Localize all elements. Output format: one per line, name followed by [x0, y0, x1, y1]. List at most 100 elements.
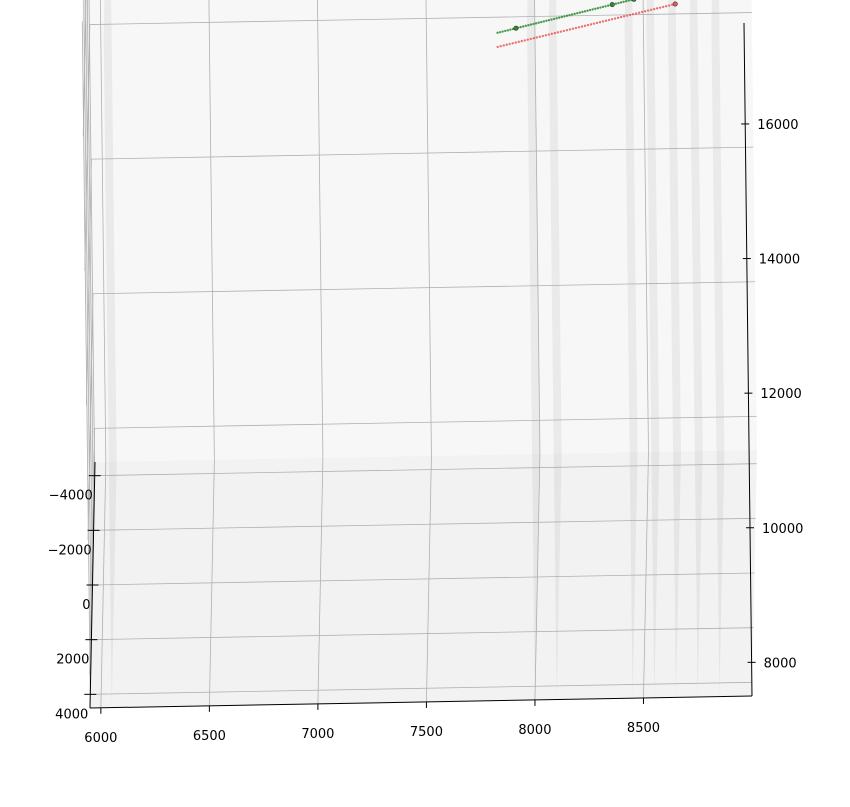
- series-0-point: [498, 30, 502, 34]
- x-tick-label: 8000: [518, 723, 551, 738]
- series-1-point: [661, 5, 665, 9]
- series-0-point: [624, 0, 628, 3]
- series-0-point: [545, 19, 548, 23]
- series-1-point: [613, 17, 617, 20]
- tick-labels: 6000 6500 7000 7500 8000 8500 −4000 −2000 0 2000 4…: [48, 118, 804, 746]
- series-1-point: [595, 21, 599, 25]
- grid-line-z-back: [89, 12, 752, 25]
- series-0-point: [586, 9, 589, 12]
- series-0-point: [594, 7, 597, 10]
- series-1-point: [514, 41, 517, 44]
- series-0-point: [532, 22, 535, 26]
- series-1-highlight-point: [672, 1, 678, 7]
- series-1-point: [517, 40, 520, 44]
- series-0-point: [573, 12, 576, 16]
- x-tick-label: 6000: [84, 731, 117, 746]
- grid-line-y-floor: [92, 572, 755, 586]
- y-tick-label: 0: [82, 598, 90, 613]
- series-0-point: [565, 14, 569, 17]
- translucent-planes: [103, 0, 725, 708]
- series-1-point: [547, 33, 551, 36]
- z-tick-label: 8000: [764, 656, 797, 671]
- series-1-point: [571, 27, 575, 30]
- vertical-plane: [548, 0, 562, 700]
- grid-line-z-left: [84, 24, 91, 271]
- series-1-point: [649, 8, 653, 12]
- grid-line-z-back: [92, 281, 756, 295]
- series-1-point: [508, 42, 511, 46]
- series-0-point: [537, 21, 540, 24]
- series-0-point: [529, 23, 533, 26]
- vertical-plane: [527, 0, 540, 700]
- series-1-point: [634, 12, 638, 15]
- series-1-point: [652, 7, 656, 11]
- series-0-point: [583, 10, 587, 13]
- series-1-point: [568, 28, 572, 31]
- y-tick-label: 4000: [55, 707, 88, 722]
- series-0-point: [622, 0, 625, 4]
- series-0-point: [591, 8, 594, 11]
- vertical-plane: [103, 0, 117, 708]
- series-1-point: [580, 25, 584, 28]
- z-tick-label: 14000: [759, 253, 800, 268]
- series-1-point: [562, 29, 566, 33]
- vertical-plane: [646, 0, 660, 698]
- grid-line-z-left: [89, 428, 95, 675]
- grid-line-x-back: [642, 0, 649, 452]
- series-1-point: [574, 26, 578, 30]
- grid-line-y-floor: [94, 463, 757, 477]
- series-0-highlight-point: [631, 0, 637, 2]
- series-1-point: [520, 39, 523, 43]
- series-0-point: [563, 15, 566, 18]
- series-0-point: [524, 24, 528, 28]
- series-1-point: [565, 29, 569, 32]
- series-0-point: [527, 24, 530, 27]
- series-1-point: [496, 45, 499, 49]
- series-1-point: [532, 37, 536, 40]
- grid-line-x-back: [425, 0, 432, 456]
- series-1-point: [643, 10, 647, 13]
- series-1-point: [607, 18, 611, 22]
- series-0-point: [604, 5, 607, 8]
- series-1-point: [541, 34, 545, 38]
- axis-panes: [82, 0, 757, 708]
- series-0-point: [570, 13, 574, 16]
- series-1-point: [538, 35, 542, 38]
- series-1-point: [544, 34, 548, 37]
- grid-line-y-left: [86, 0, 95, 531]
- series-0-point: [506, 29, 510, 32]
- z-tick-label: 12000: [760, 387, 801, 402]
- series-0-highlight-point: [609, 2, 615, 8]
- series-0-point: [599, 6, 602, 9]
- series-0-point: [501, 30, 504, 33]
- data-points: [496, 0, 678, 49]
- series-1-point: [523, 39, 526, 42]
- series-1-point: [610, 18, 614, 21]
- series-1-point: [631, 12, 635, 16]
- series-0-point: [606, 4, 610, 7]
- grid-line-x-back: [208, 0, 215, 460]
- y-tick-label: −2000: [48, 543, 92, 558]
- grid-line-x-back: [99, 0, 107, 462]
- vertical-plane: [711, 0, 725, 697]
- series-1-point: [535, 36, 539, 39]
- x-tick-label: 6500: [193, 729, 226, 744]
- y-tick-label: 2000: [56, 653, 89, 668]
- series-0-point: [534, 22, 538, 25]
- series-1-point: [526, 38, 529, 41]
- grid-line-x-back: [317, 0, 324, 458]
- series-0-point: [560, 15, 564, 19]
- series-0-point: [578, 11, 582, 14]
- series-0-point: [614, 2, 618, 5]
- z-tick-label: 16000: [757, 118, 798, 133]
- series-1-point: [553, 31, 557, 35]
- y-tick-label: −4000: [49, 489, 93, 504]
- series-0-point: [588, 8, 592, 12]
- series-0-point: [540, 20, 543, 24]
- series-1-point: [622, 15, 626, 18]
- grid-line-z-left: [86, 159, 92, 406]
- grid-line-y-floor: [91, 627, 754, 641]
- x-axis-line: [89, 695, 753, 709]
- series-0-point: [617, 1, 620, 5]
